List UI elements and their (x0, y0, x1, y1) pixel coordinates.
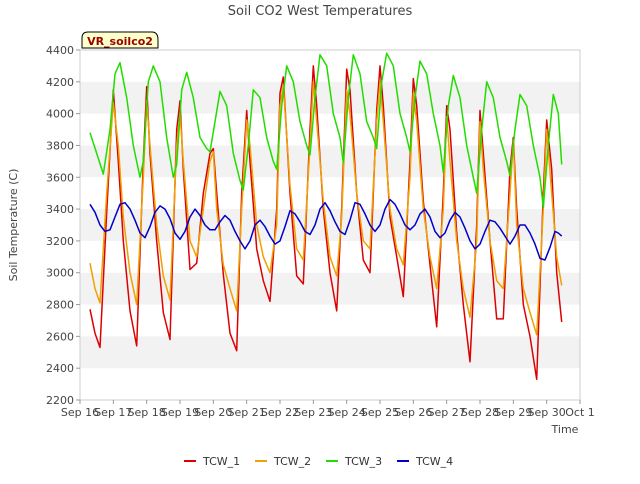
grid-band (80, 336, 580, 369)
y-tick-label: 2600 (46, 330, 74, 343)
y-tick-label: 3600 (46, 171, 74, 184)
y-axis-ticks: 2200 2400 2600 2800 3000 3200 3400 3600 3800 4000… (46, 44, 80, 407)
chart-title: Soil CO2 West Temperatures (228, 4, 413, 19)
x-tick-label: Oct 1 (565, 406, 595, 419)
x-tick-label: Sep 21 (228, 406, 266, 419)
y-tick-label: 4400 (46, 44, 74, 57)
x-tick-label: Sep 25 (361, 406, 399, 419)
legend-label: TCW_1 (202, 455, 240, 468)
y-tick-label: 4200 (46, 76, 74, 89)
legend-label: TCW_2 (273, 455, 311, 468)
x-tick-label: Sep 29 (494, 406, 532, 419)
annotation-label: VR_soilco2 (87, 35, 153, 48)
series-lines (89, 52, 563, 381)
x-tick-label: Sep 27 (428, 406, 466, 419)
legend-label: TCW_3 (344, 455, 382, 468)
x-axis-label: Time (551, 423, 579, 436)
x-tick-label: Sep 24 (328, 406, 366, 419)
x-tick-label: Sep 16 (61, 406, 99, 419)
series-line-tcw-1 (89, 65, 563, 381)
x-tick-label: Sep 18 (128, 406, 166, 419)
plot-area-border (79, 49, 581, 401)
series-line-tcw-3 (89, 52, 563, 209)
x-tick-label: Sep 30 (528, 406, 566, 419)
x-tick-label: Sep 28 (461, 406, 499, 419)
grid-band (80, 145, 580, 178)
x-tick-label: Sep 26 (394, 406, 432, 419)
legend: TCW_1 TCW_2 TCW_3 TCW_4 (184, 455, 453, 468)
y-tick-label: 3000 (46, 267, 74, 280)
y-axis-label: Soil Temperature (C) (7, 169, 20, 282)
y-tick-label: 3400 (46, 203, 74, 216)
y-tick-label: 2200 (46, 394, 74, 407)
annotation-box: VR_soilco2 (81, 31, 159, 49)
legend-label: TCW_4 (415, 455, 453, 468)
y-tick-label: 3200 (46, 235, 74, 248)
x-tick-label: Sep 23 (294, 406, 332, 419)
x-tick-label: Sep 17 (94, 406, 132, 419)
y-tick-label: 2400 (46, 362, 74, 375)
y-tick-label: 4000 (46, 108, 74, 121)
x-tick-label: Sep 22 (261, 406, 299, 419)
y-tick-label: 2800 (46, 299, 74, 312)
annotation-box-shape (81, 31, 159, 49)
x-tick-label: Sep 20 (194, 406, 232, 419)
series-line-tcw-2 (89, 81, 563, 336)
series-line-tcw-4 (89, 198, 563, 261)
y-tick-label: 3800 (46, 139, 74, 152)
x-tick-label: Sep 19 (161, 406, 199, 419)
